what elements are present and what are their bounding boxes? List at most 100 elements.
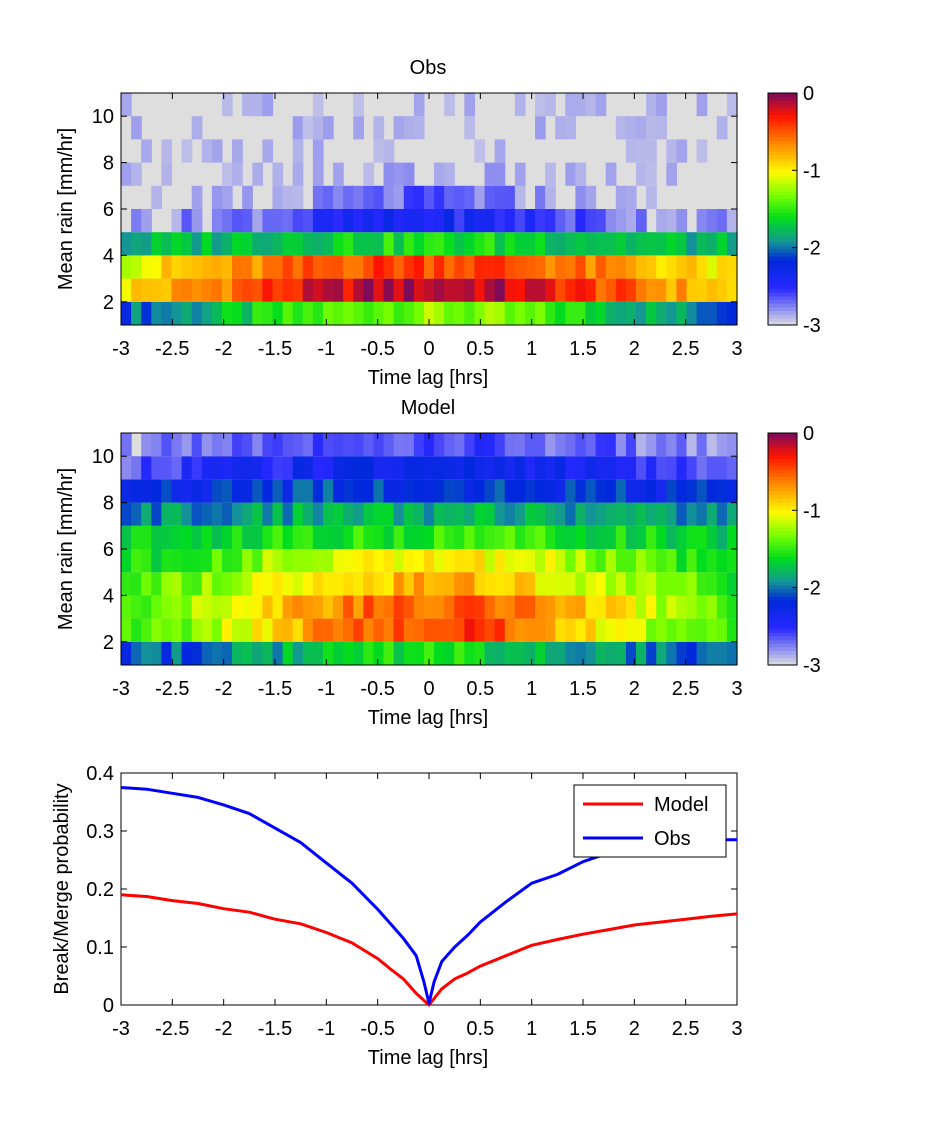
heatmap-cell bbox=[252, 502, 263, 526]
heatmap-cell bbox=[646, 433, 657, 457]
heatmap-cell bbox=[636, 595, 647, 619]
heatmap-cell bbox=[221, 525, 233, 549]
heatmap-cell bbox=[423, 572, 435, 596]
heatmap-cell bbox=[373, 641, 385, 665]
heatmap-cell bbox=[686, 301, 698, 325]
colorbar-tick-label: -1 bbox=[803, 500, 821, 522]
heatmap-cell bbox=[434, 595, 445, 619]
colorbar-segment bbox=[768, 161, 797, 167]
heatmap-cell bbox=[454, 618, 465, 642]
heatmap-cell bbox=[302, 456, 314, 480]
heatmap-cell bbox=[676, 641, 688, 665]
heatmap-cell bbox=[504, 301, 516, 325]
heatmap-cell bbox=[666, 525, 678, 549]
heatmap-cell bbox=[181, 502, 193, 526]
colorbar-segment bbox=[768, 617, 797, 623]
heatmap-cell bbox=[434, 456, 445, 480]
heatmap-cell bbox=[181, 232, 193, 256]
heatmap-cell bbox=[322, 255, 334, 279]
heatmap-cell bbox=[595, 255, 607, 279]
heatmap-cell bbox=[383, 232, 395, 256]
heatmap-cell bbox=[575, 456, 587, 480]
heatmap-cell bbox=[211, 301, 223, 325]
heatmap-cell bbox=[413, 278, 425, 302]
heatmap-cell bbox=[494, 479, 506, 503]
heatmap-cell bbox=[646, 572, 657, 596]
heatmap-cell bbox=[524, 618, 536, 642]
heatmap-cell bbox=[636, 479, 647, 503]
heatmap-cell bbox=[666, 549, 678, 573]
heatmap-cell bbox=[585, 301, 597, 325]
heatmap-cell bbox=[524, 209, 536, 233]
heatmap-cell bbox=[292, 525, 304, 549]
heatmap-cell bbox=[716, 116, 728, 140]
heatmap-cell bbox=[423, 549, 435, 573]
heatmap-cell bbox=[171, 595, 183, 619]
obs-colorbar: 0 -1 -2 -3 bbox=[767, 83, 821, 337]
heatmap-cell bbox=[383, 525, 395, 549]
heatmap-cell bbox=[716, 278, 728, 302]
heatmap-cell bbox=[403, 595, 415, 619]
heatmap-cell bbox=[585, 209, 597, 233]
heatmap-cell bbox=[333, 185, 344, 209]
heatmap-cell bbox=[302, 618, 314, 642]
heatmap-cell bbox=[383, 433, 395, 457]
heatmap-cell bbox=[413, 301, 425, 325]
heatmap-cell bbox=[373, 255, 385, 279]
heatmap-cell bbox=[383, 139, 395, 163]
heatmap-cell bbox=[191, 456, 203, 480]
heatmap-cell bbox=[131, 525, 142, 549]
heatmap-cell bbox=[565, 549, 577, 573]
heatmap-cell bbox=[121, 595, 132, 619]
heatmap-cell bbox=[726, 641, 738, 665]
heatmap-cell bbox=[585, 502, 597, 526]
heatmap-cell bbox=[292, 139, 304, 163]
heatmap-cell bbox=[555, 502, 566, 526]
heatmap-cell bbox=[646, 255, 657, 279]
heatmap-cell bbox=[403, 479, 415, 503]
heatmap-cell bbox=[141, 572, 152, 596]
heatmap-cell bbox=[444, 549, 455, 573]
heatmap-cell bbox=[403, 456, 415, 480]
heatmap-cell bbox=[141, 502, 152, 526]
obs-panel: Obs -3 -2.5 -2 -1.5 -1 -0.5 0 0.5 1 1.5 2 2.5 3 2 4 6 8… bbox=[55, 57, 821, 389]
heatmap-cell bbox=[535, 549, 546, 573]
heatmap-cell bbox=[221, 209, 233, 233]
heatmap-cell bbox=[484, 525, 496, 549]
heatmap-cell bbox=[363, 278, 375, 302]
heatmap-cell bbox=[484, 595, 496, 619]
heatmap-cell bbox=[504, 595, 516, 619]
heatmap-cell bbox=[726, 502, 738, 526]
colorbar-segment bbox=[768, 646, 797, 652]
heatmap-cell bbox=[322, 595, 334, 619]
heatmap-cell bbox=[474, 479, 486, 503]
heatmap-cell bbox=[343, 433, 354, 457]
heatmap-cell bbox=[555, 278, 566, 302]
heatmap-cell bbox=[595, 641, 607, 665]
heatmap-cell bbox=[484, 433, 496, 457]
heatmap-cell bbox=[726, 433, 738, 457]
heatmap-cell bbox=[595, 502, 607, 526]
heatmap-cell bbox=[474, 433, 486, 457]
heatmap-cell bbox=[343, 232, 354, 256]
heatmap-cell bbox=[504, 641, 516, 665]
heatmap-cell bbox=[625, 139, 637, 163]
heatmap-cell bbox=[403, 525, 415, 549]
heatmap-cell bbox=[262, 618, 274, 642]
heatmap-cell bbox=[191, 479, 203, 503]
heatmap-cell bbox=[545, 549, 556, 573]
heatmap-cell bbox=[272, 572, 284, 596]
heatmap-cell bbox=[363, 618, 375, 642]
heatmap-cell bbox=[504, 278, 516, 302]
heatmap-cell bbox=[292, 502, 304, 526]
heatmap-cell bbox=[131, 162, 142, 186]
heatmap-cell bbox=[434, 502, 445, 526]
x-tick-label: 1.5 bbox=[569, 338, 597, 360]
heatmap-cell bbox=[696, 641, 708, 665]
heatmap-cell bbox=[646, 278, 657, 302]
heatmap-cell bbox=[666, 479, 678, 503]
colorbar-segment bbox=[768, 183, 797, 188]
x-tick-label: -1 bbox=[317, 1018, 335, 1040]
heatmap-cell bbox=[121, 301, 132, 325]
